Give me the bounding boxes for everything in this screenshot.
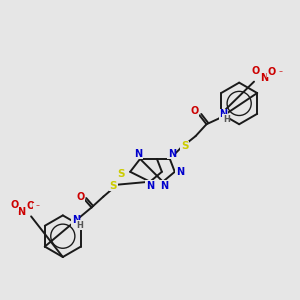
Text: S: S <box>110 181 117 191</box>
Text: N: N <box>219 109 227 119</box>
Text: N: N <box>168 149 176 159</box>
Text: S: S <box>181 141 188 151</box>
Text: O: O <box>190 106 199 116</box>
Text: H: H <box>223 115 230 124</box>
Text: N: N <box>176 167 184 177</box>
Text: S: S <box>118 169 125 179</box>
Text: N: N <box>72 215 80 225</box>
Text: N: N <box>146 181 154 191</box>
Text: N: N <box>17 207 25 218</box>
Text: O: O <box>252 66 260 76</box>
Text: O: O <box>10 200 18 211</box>
Text: H: H <box>76 221 83 230</box>
Text: O: O <box>76 192 85 202</box>
Text: $^-$: $^-$ <box>34 203 40 209</box>
Text: O: O <box>27 202 35 212</box>
Text: N: N <box>134 149 142 159</box>
Text: N: N <box>260 73 268 83</box>
Text: N: N <box>160 181 168 191</box>
Text: $^-$: $^-$ <box>277 69 283 75</box>
Text: O: O <box>268 67 276 77</box>
